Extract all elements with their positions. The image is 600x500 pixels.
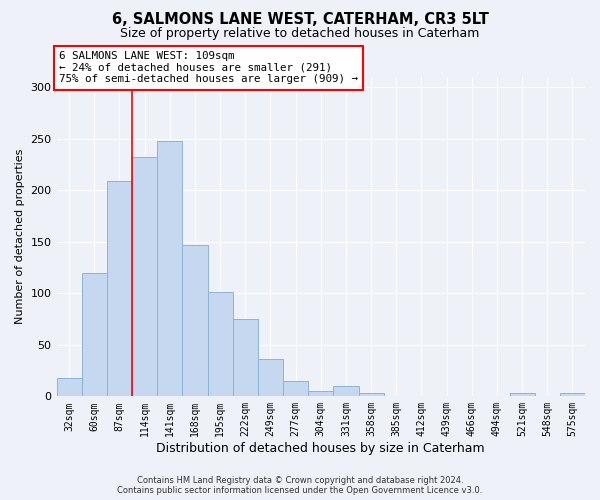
Bar	[182, 245, 208, 396]
Bar	[208, 292, 233, 397]
Bar	[359, 393, 383, 396]
Y-axis label: Number of detached properties: Number of detached properties	[15, 149, 25, 324]
Bar	[334, 386, 359, 396]
Bar	[258, 360, 283, 397]
Bar	[283, 381, 308, 396]
X-axis label: Distribution of detached houses by size in Caterham: Distribution of detached houses by size …	[157, 442, 485, 455]
Text: Size of property relative to detached houses in Caterham: Size of property relative to detached ho…	[121, 28, 479, 40]
Bar	[82, 272, 107, 396]
Bar	[233, 319, 258, 396]
Bar	[308, 391, 334, 396]
Text: Contains HM Land Registry data © Crown copyright and database right 2024.
Contai: Contains HM Land Registry data © Crown c…	[118, 476, 482, 495]
Text: 6 SALMONS LANE WEST: 109sqm
← 24% of detached houses are smaller (291)
75% of se: 6 SALMONS LANE WEST: 109sqm ← 24% of det…	[59, 51, 358, 84]
Bar	[157, 141, 182, 397]
Bar	[509, 393, 535, 396]
Text: 6, SALMONS LANE WEST, CATERHAM, CR3 5LT: 6, SALMONS LANE WEST, CATERHAM, CR3 5LT	[112, 12, 488, 28]
Bar	[560, 393, 585, 396]
Bar	[132, 158, 157, 396]
Bar	[56, 378, 82, 396]
Bar	[107, 181, 132, 396]
